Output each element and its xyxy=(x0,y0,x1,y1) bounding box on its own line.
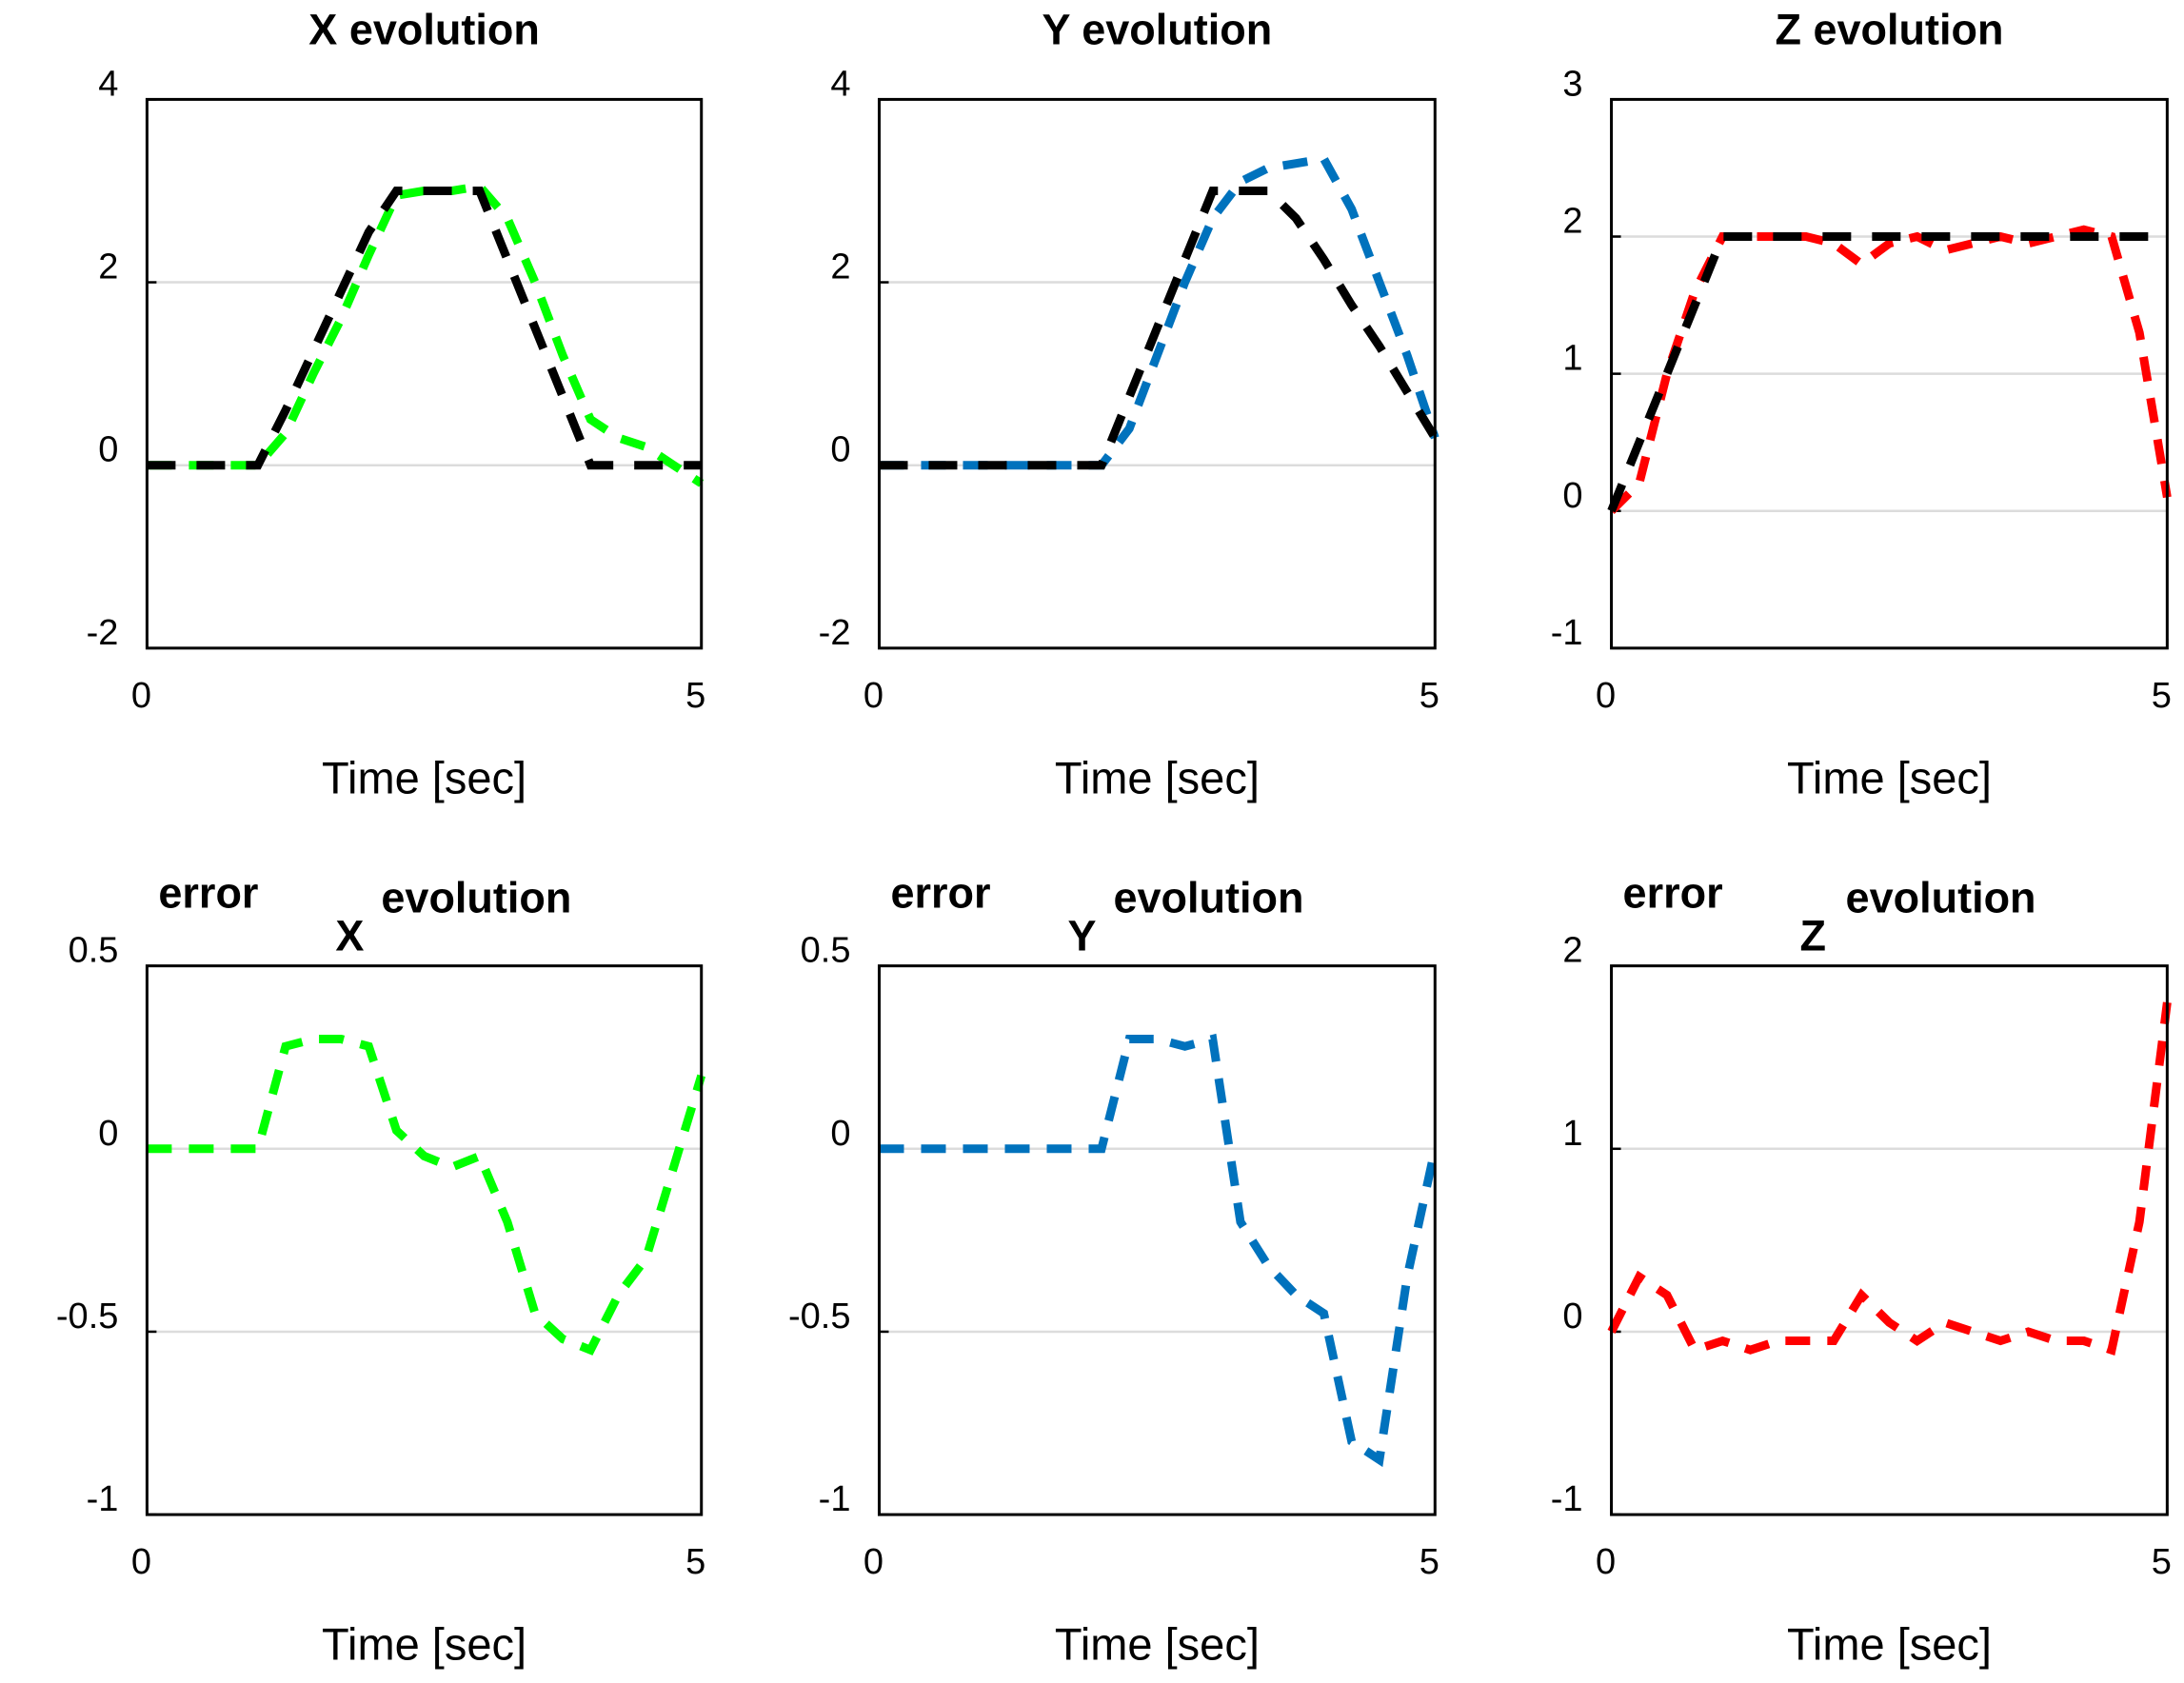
y-tick-label: 0 xyxy=(1562,1297,1582,1336)
chart-title-subscript: Y xyxy=(1067,912,1096,960)
y-tick-label: 2 xyxy=(98,248,118,287)
y-tick-label: -1 xyxy=(87,1479,119,1519)
x-tick-label: 0 xyxy=(131,1542,151,1582)
x-axis-label: Time [sec] xyxy=(1055,752,1260,802)
x-tick-label: 5 xyxy=(1420,676,1439,716)
y-tick-label: 1 xyxy=(1562,339,1582,379)
plot-frame xyxy=(145,964,704,1516)
plot-frame xyxy=(1610,97,2169,650)
y-tick-label: 0.5 xyxy=(69,931,119,971)
x-tick-label: 0 xyxy=(1596,676,1616,716)
y-tick-label: -2 xyxy=(819,613,851,653)
chart-title-end: evolution xyxy=(381,874,571,922)
y-tick-label: 0 xyxy=(98,1114,118,1154)
y-tick-label: 4 xyxy=(98,64,118,104)
plot-frame xyxy=(877,964,1437,1516)
plot-frame xyxy=(145,97,704,650)
x-tick-label: 5 xyxy=(2152,676,2172,716)
chart-title-end: evolution xyxy=(1113,874,1303,922)
data-line xyxy=(147,1035,706,1356)
x-axis-label: Time [sec] xyxy=(322,752,526,802)
y-tick-label: -1 xyxy=(819,1479,851,1519)
chart-title: Y evolution xyxy=(1042,5,1273,53)
y-tick-label: 0.5 xyxy=(801,931,851,971)
chart-title-subscript: X xyxy=(335,912,364,960)
data-line xyxy=(879,153,1439,470)
x-tick-label: 5 xyxy=(1420,1542,1439,1582)
y-tick-label: 2 xyxy=(1562,931,1582,971)
y-tick-label: 0 xyxy=(830,1114,850,1154)
y-tick-label: -1 xyxy=(1551,613,1583,653)
y-tick-label: 4 xyxy=(830,64,850,104)
plot-frame xyxy=(877,97,1437,650)
chart-title-subscript: Z xyxy=(1800,912,1827,960)
y-tick-label: -1 xyxy=(1551,1479,1583,1519)
data-line xyxy=(147,181,705,487)
y-tick-label: -0.5 xyxy=(788,1297,850,1336)
x-axis-label: Time [sec] xyxy=(1787,752,1992,802)
data-line xyxy=(879,186,1439,470)
y-tick-label: 0 xyxy=(830,430,850,470)
data-line xyxy=(1607,1001,2172,1356)
chart-title: error xyxy=(158,869,258,918)
x-tick-label: 0 xyxy=(864,1542,884,1582)
chart-title: Z evolution xyxy=(1775,5,2003,53)
x-tick-label: 5 xyxy=(685,1542,705,1582)
y-tick-label: 2 xyxy=(1562,202,1582,242)
y-tick-label: 1 xyxy=(1562,1114,1582,1154)
y-tick-label: 0 xyxy=(1562,476,1582,516)
data-line xyxy=(879,1033,1439,1468)
y-tick-label: 0 xyxy=(98,430,118,470)
x-axis-label: Time [sec] xyxy=(1055,1619,1260,1670)
y-tick-label: 2 xyxy=(830,248,850,287)
chart-title: X evolution xyxy=(308,5,540,53)
data-line xyxy=(1607,232,2168,513)
plot-frame xyxy=(1610,964,2169,1516)
y-tick-label: -2 xyxy=(87,613,119,653)
x-tick-label: 0 xyxy=(131,676,151,716)
data-line xyxy=(147,186,702,470)
data-line xyxy=(1608,225,2172,514)
x-axis-label: Time [sec] xyxy=(322,1619,526,1670)
y-tick-label: 3 xyxy=(1562,64,1582,104)
x-tick-label: 0 xyxy=(1596,1542,1616,1582)
chart-title: error xyxy=(890,869,990,918)
chart-title-end: evolution xyxy=(1846,874,2036,922)
x-axis-label: Time [sec] xyxy=(1787,1619,1992,1670)
chart-title: error xyxy=(1623,869,1723,918)
x-tick-label: 5 xyxy=(2152,1542,2172,1582)
y-tick-label: -0.5 xyxy=(56,1297,118,1336)
x-tick-label: 5 xyxy=(685,676,705,716)
x-tick-label: 0 xyxy=(864,676,884,716)
